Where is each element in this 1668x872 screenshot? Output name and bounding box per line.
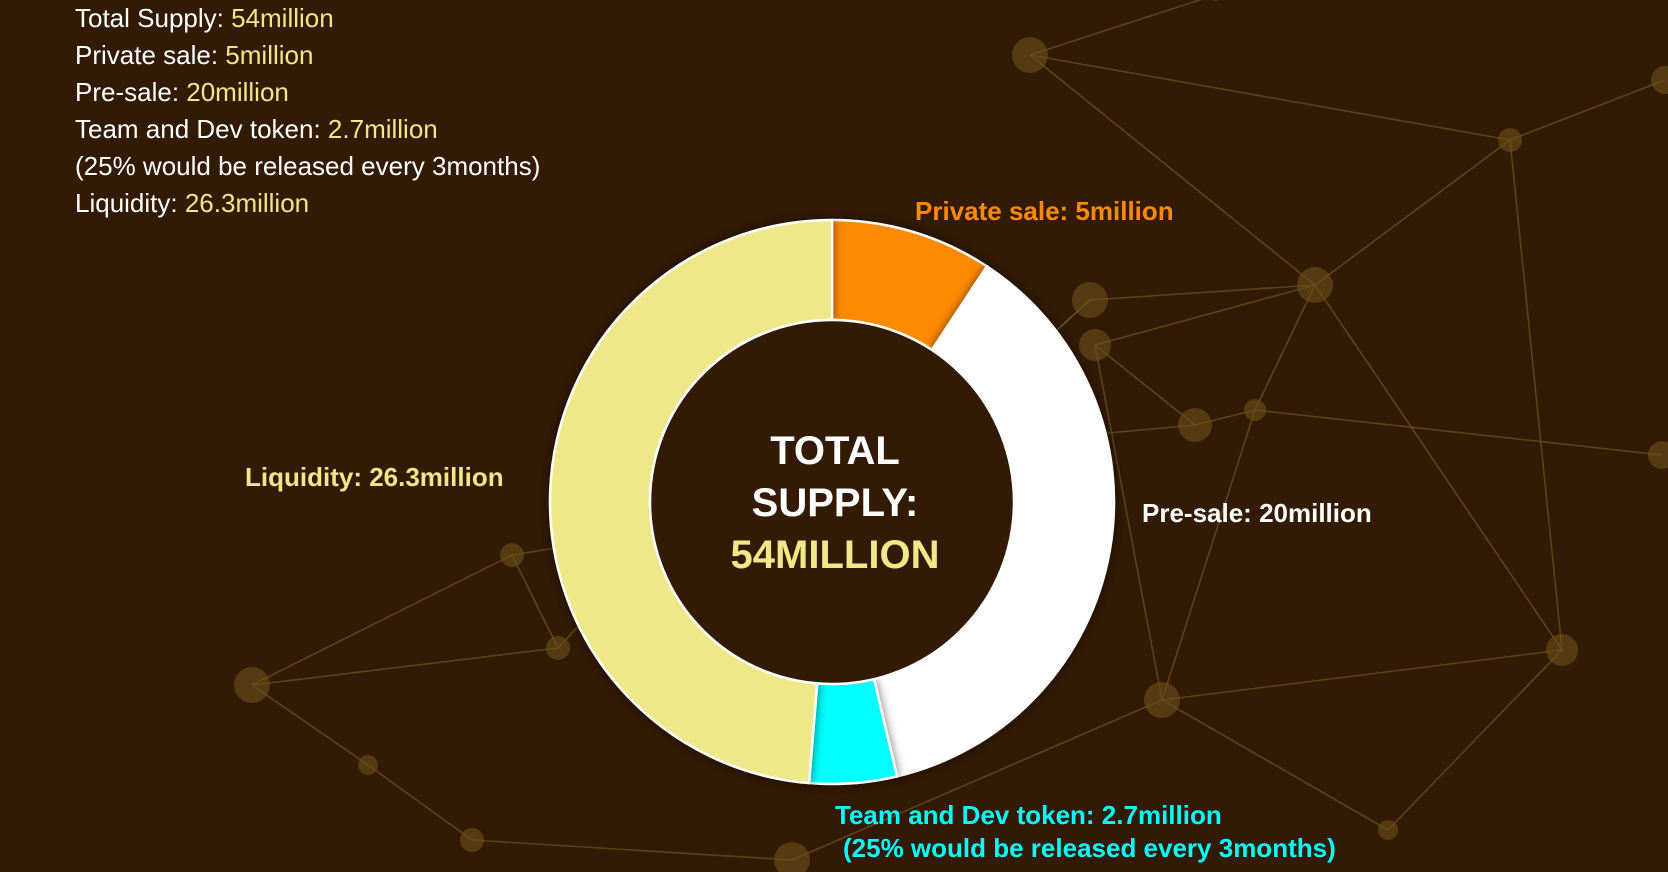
summary-total-supply: Total Supply: 54million — [75, 3, 334, 33]
center-line-supply: SUPPLY: — [751, 481, 919, 525]
network-line — [251, 684, 369, 766]
network-line — [1254, 409, 1663, 456]
network-line — [1094, 344, 1196, 426]
slice-label-private-sale: Private sale: 5million — [915, 196, 1174, 226]
summary-liquidity: Liquidity: 26.3million — [75, 188, 310, 218]
slice-label-team-dev: Team and Dev token: 2.7million — [835, 800, 1222, 830]
network-line — [251, 647, 559, 686]
network-node — [358, 755, 378, 775]
network-line — [1029, 54, 1316, 286]
network-node — [1651, 66, 1668, 94]
donut-center-label: TOTAL SUPPLY: 54MILLION — [670, 425, 1000, 581]
network-node — [234, 667, 270, 703]
network-node — [1079, 329, 1111, 361]
network-line — [1029, 0, 1203, 56]
network-line — [1254, 284, 1316, 411]
network-line — [1094, 344, 1163, 701]
network-node — [1297, 267, 1333, 303]
network-line — [1161, 699, 1389, 831]
network-node — [1498, 128, 1522, 152]
donut-hole — [648, 318, 1016, 686]
slice-label-liquidity: Liquidity: 26.3million — [245, 462, 504, 492]
network-node — [774, 842, 810, 872]
network-line — [367, 764, 473, 841]
network-line — [1161, 649, 1563, 701]
center-line-total: TOTAL — [770, 429, 900, 473]
summary-release-note: (25% would be released every 3months) — [75, 151, 541, 181]
network-node — [1144, 682, 1180, 718]
network-line — [1387, 649, 1563, 831]
network-line — [471, 839, 793, 861]
network-line — [1161, 409, 1256, 701]
network-node — [1178, 408, 1212, 442]
supply-summary: Total Supply: 54million Private sale: 5m… — [75, 0, 540, 222]
summary-team-dev: Team and Dev token: 2.7million — [75, 114, 438, 144]
network-line — [1089, 284, 1316, 301]
network-node — [1648, 441, 1668, 469]
network-line — [1314, 139, 1511, 286]
network-line — [1509, 79, 1666, 141]
network-node — [1546, 634, 1578, 666]
network-line — [511, 554, 559, 649]
network-node — [1378, 820, 1398, 840]
network-line — [1314, 284, 1563, 651]
network-line — [1029, 54, 1511, 141]
center-line-amount: 54MILLION — [730, 533, 940, 577]
network-line — [251, 554, 513, 686]
network-node — [460, 828, 484, 852]
summary-pre-sale: Pre-sale: 20million — [75, 77, 289, 107]
network-node — [1012, 37, 1048, 73]
slice-label-team-dev-note: (25% would be released every 3months) — [843, 833, 1336, 863]
summary-private-sale: Private sale: 5million — [75, 40, 314, 70]
network-node — [546, 636, 570, 660]
network-line — [1509, 139, 1563, 651]
network-line — [791, 699, 1163, 861]
network-line — [1094, 284, 1316, 346]
network-node — [500, 543, 524, 567]
network-node — [1072, 282, 1108, 318]
slice-label-pre-sale: Pre-sale: 20million — [1142, 498, 1372, 528]
network-node — [1211, 0, 1219, 1]
network-node — [1244, 399, 1266, 421]
